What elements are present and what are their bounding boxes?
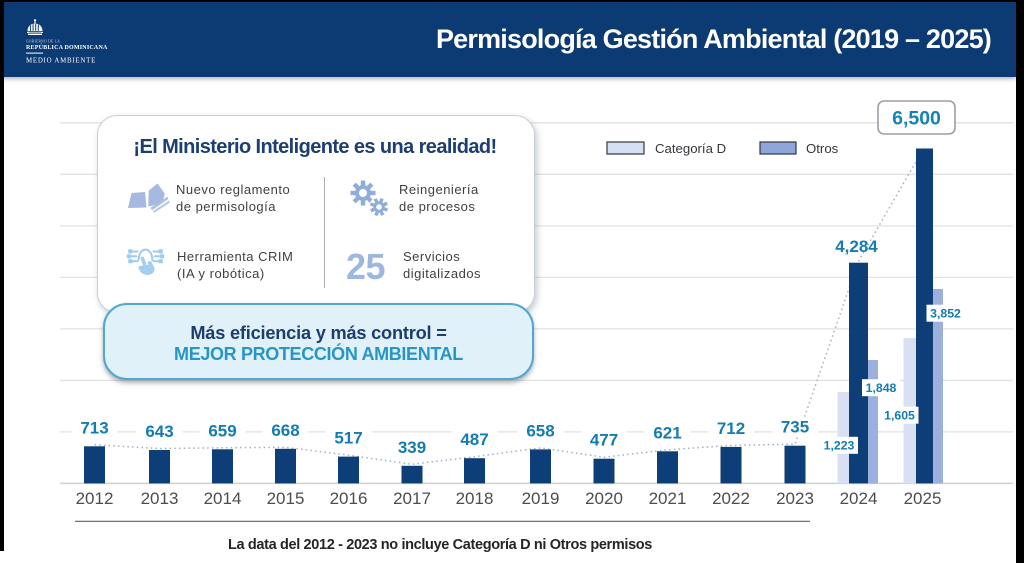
svg-text:517: 517 — [334, 429, 362, 448]
svg-text:Otros: Otros — [806, 141, 839, 156]
svg-text:658: 658 — [526, 421, 554, 440]
svg-text:2012: 2012 — [76, 489, 114, 508]
svg-text:2015: 2015 — [267, 489, 305, 508]
svg-text:2016: 2016 — [330, 489, 368, 508]
svg-text:6,500: 6,500 — [892, 108, 941, 130]
svg-text:339: 339 — [398, 438, 426, 457]
svg-text:1,848: 1,848 — [866, 381, 897, 395]
svg-text:2013: 2013 — [141, 489, 179, 508]
svg-text:GOBIERNO DE LA: GOBIERNO DE LA — [26, 39, 60, 43]
svg-text:487: 487 — [460, 430, 488, 449]
svg-text:735: 735 — [781, 418, 809, 437]
svg-text:4,284: 4,284 — [835, 237, 878, 256]
svg-text:712: 712 — [717, 419, 745, 438]
svg-text:2014: 2014 — [204, 489, 242, 508]
svg-text:713: 713 — [80, 418, 108, 437]
svg-text:2017: 2017 — [393, 489, 431, 508]
svg-text:2024: 2024 — [840, 489, 878, 508]
svg-text:3,852: 3,852 — [930, 307, 961, 321]
svg-text:2025: 2025 — [904, 489, 942, 508]
svg-text:2023: 2023 — [776, 489, 814, 508]
svg-text:2020: 2020 — [585, 489, 623, 508]
svg-text:REPÚBLICA DOMINICANA: REPÚBLICA DOMINICANA — [26, 43, 108, 51]
svg-text:659: 659 — [208, 421, 236, 440]
svg-text:La data del 2012 - 2023 no inc: La data del 2012 - 2023 no incluye Categ… — [228, 537, 652, 553]
svg-text:643: 643 — [145, 422, 173, 441]
svg-text:MEDIO AMBIENTE: MEDIO AMBIENTE — [26, 57, 96, 64]
svg-text:1,223: 1,223 — [824, 439, 855, 453]
svg-text:668: 668 — [271, 421, 299, 440]
svg-text:477: 477 — [590, 431, 618, 450]
svg-text:2021: 2021 — [649, 489, 687, 508]
svg-text:2022: 2022 — [712, 489, 750, 508]
svg-text:621: 621 — [653, 423, 681, 442]
svg-text:Categoría D: Categoría D — [655, 141, 726, 156]
svg-text:2019: 2019 — [522, 489, 560, 508]
svg-text:2018: 2018 — [456, 489, 494, 508]
svg-text:1,605: 1,605 — [884, 409, 915, 423]
